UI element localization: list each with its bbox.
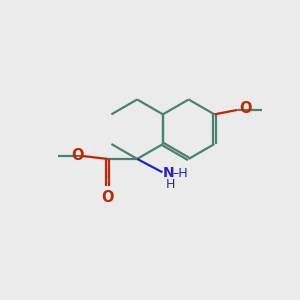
Text: H: H bbox=[166, 178, 175, 191]
Text: O: O bbox=[71, 148, 84, 163]
Text: O: O bbox=[101, 190, 114, 205]
Text: –H: –H bbox=[172, 167, 188, 180]
Text: O: O bbox=[239, 101, 251, 116]
Text: N: N bbox=[163, 167, 175, 181]
